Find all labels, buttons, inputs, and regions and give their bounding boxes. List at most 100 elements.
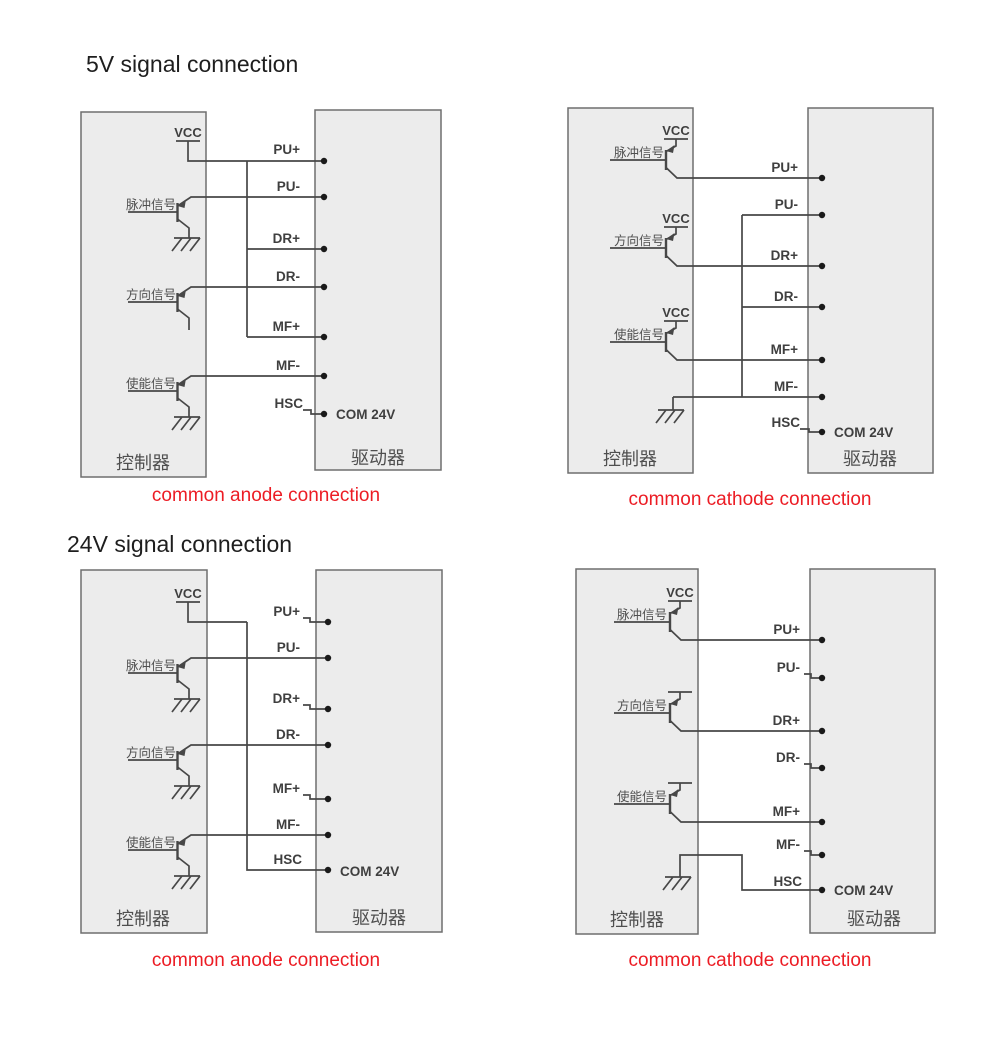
- terminal-dot: [818, 428, 826, 436]
- section-title-24v: 24V signal connection: [67, 531, 293, 557]
- section-title-5v: 5V signal connection: [86, 51, 299, 77]
- transistor-arrows: [666, 145, 675, 335]
- label-pulse-signal: 脉冲信号: [614, 145, 664, 160]
- diagram-5v-common-cathode: VCC VCC VCC 脉冲信号 方向信号 使能信号 PU+ PU- DR+ D…: [567, 107, 934, 474]
- label-hsc: HSC: [771, 415, 800, 430]
- label-mf-plus: MF+: [773, 804, 800, 819]
- label-mf-plus: MF+: [771, 342, 798, 357]
- controller-box: [575, 568, 699, 935]
- terminal-dot: [818, 262, 826, 270]
- label-driver: 驱动器: [843, 449, 897, 469]
- label-direction-signal: 方向信号: [126, 287, 176, 302]
- label-vcc: VCC: [666, 585, 694, 600]
- terminal-dot: [818, 851, 826, 859]
- label-dr-minus: DR-: [774, 289, 798, 304]
- caption-24v-common-cathode: common cathode connection: [628, 950, 872, 971]
- ground-symbols: [171, 698, 201, 890]
- diagram-24v-common-cathode: VCC 脉冲信号 方向信号 使能信号 PU+ PU- DR+ DR- MF+ M…: [575, 568, 936, 935]
- terminal-dot: [320, 333, 328, 341]
- label-direction-signal: 方向信号: [614, 233, 664, 248]
- terminal-dot: [324, 705, 332, 713]
- wire-path: [128, 601, 328, 876]
- label-pulse-signal: 脉冲信号: [126, 658, 176, 673]
- label-mf-minus: MF-: [276, 817, 300, 832]
- driver-box: [315, 569, 443, 933]
- terminal-dot: [324, 741, 332, 749]
- driver-box: [314, 109, 442, 471]
- label-pu-minus: PU-: [777, 660, 800, 675]
- label-vcc: VCC: [662, 305, 690, 320]
- ground-symbol: [662, 876, 692, 891]
- label-pu-minus: PU-: [277, 179, 300, 194]
- label-controller: 控制器: [116, 453, 170, 473]
- label-dr-minus: DR-: [276, 727, 300, 742]
- label-com-24v: COM 24V: [340, 864, 399, 879]
- terminal-dot: [818, 636, 826, 644]
- terminal-dot: [818, 211, 826, 219]
- terminal-dot: [324, 795, 332, 803]
- label-driver: 驱动器: [351, 448, 405, 468]
- label-pu-plus: PU+: [773, 622, 800, 637]
- label-hsc: HSC: [773, 874, 802, 889]
- terminal-dots: [818, 636, 826, 894]
- label-pu-minus: PU-: [277, 640, 300, 655]
- caption-5v-common-anode: common anode connection: [151, 485, 381, 506]
- controller-box: [80, 569, 208, 934]
- terminal-dot: [818, 727, 826, 735]
- driver-box: [809, 568, 936, 934]
- label-dr-plus: DR+: [773, 713, 800, 728]
- terminal-dot: [320, 193, 328, 201]
- label-hsc: HSC: [274, 396, 303, 411]
- label-com-24v: COM 24V: [834, 883, 893, 898]
- label-vcc: VCC: [174, 586, 202, 601]
- terminal-dot: [320, 372, 328, 380]
- label-dr-plus: DR+: [273, 691, 300, 706]
- label-controller: 控制器: [116, 909, 170, 929]
- diagram-24v-common-anode: VCC 脉冲信号 方向信号 使能信号 PU+ PU- DR+ DR- MF+ M…: [80, 569, 443, 934]
- transistor-arrows: [177, 660, 186, 846]
- label-controller: 控制器: [610, 910, 664, 930]
- terminal-dot: [818, 674, 826, 682]
- label-dr-plus: DR+: [273, 231, 300, 246]
- wire-path: [128, 140, 324, 417]
- wire-path: [610, 138, 822, 433]
- terminal-dot: [320, 283, 328, 291]
- wire-path: [614, 600, 822, 891]
- terminal-dot: [320, 410, 328, 418]
- label-pu-minus: PU-: [775, 197, 798, 212]
- label-com-24v: COM 24V: [336, 407, 395, 422]
- label-vcc: VCC: [662, 211, 690, 226]
- label-dr-minus: DR-: [776, 750, 800, 765]
- ground-symbol: [655, 409, 685, 424]
- label-vcc: VCC: [174, 125, 202, 140]
- label-mf-minus: MF-: [776, 837, 800, 852]
- transistor-arrows: [177, 199, 186, 387]
- terminal-dot: [818, 886, 826, 894]
- terminal-dot: [320, 245, 328, 253]
- transistor-arrows: [670, 607, 679, 797]
- label-direction-signal: 方向信号: [126, 745, 176, 760]
- terminal-dot: [818, 356, 826, 364]
- terminal-dot: [818, 393, 826, 401]
- caption-24v-common-anode: common anode connection: [151, 950, 381, 971]
- terminal-dots: [320, 157, 328, 418]
- terminal-dot: [324, 831, 332, 839]
- label-pu-plus: PU+: [771, 160, 798, 175]
- terminal-dot: [818, 303, 826, 311]
- label-enable-signal: 使能信号: [617, 789, 667, 804]
- label-mf-minus: MF-: [774, 379, 798, 394]
- terminal-dot: [324, 866, 332, 874]
- label-mf-plus: MF+: [273, 319, 300, 334]
- label-enable-signal: 使能信号: [126, 376, 176, 391]
- label-vcc: VCC: [662, 123, 690, 138]
- diagram-5v-common-anode: VCC 脉冲信号 方向信号 使能信号 PU+ PU- DR+ DR- MF+ M…: [80, 109, 442, 478]
- label-mf-minus: MF-: [276, 358, 300, 373]
- terminal-dots: [818, 174, 826, 436]
- terminal-dot: [320, 157, 328, 165]
- label-mf-plus: MF+: [273, 781, 300, 796]
- terminal-dot: [324, 654, 332, 662]
- label-controller: 控制器: [603, 449, 657, 469]
- driver-box: [807, 107, 934, 474]
- label-dr-minus: DR-: [276, 269, 300, 284]
